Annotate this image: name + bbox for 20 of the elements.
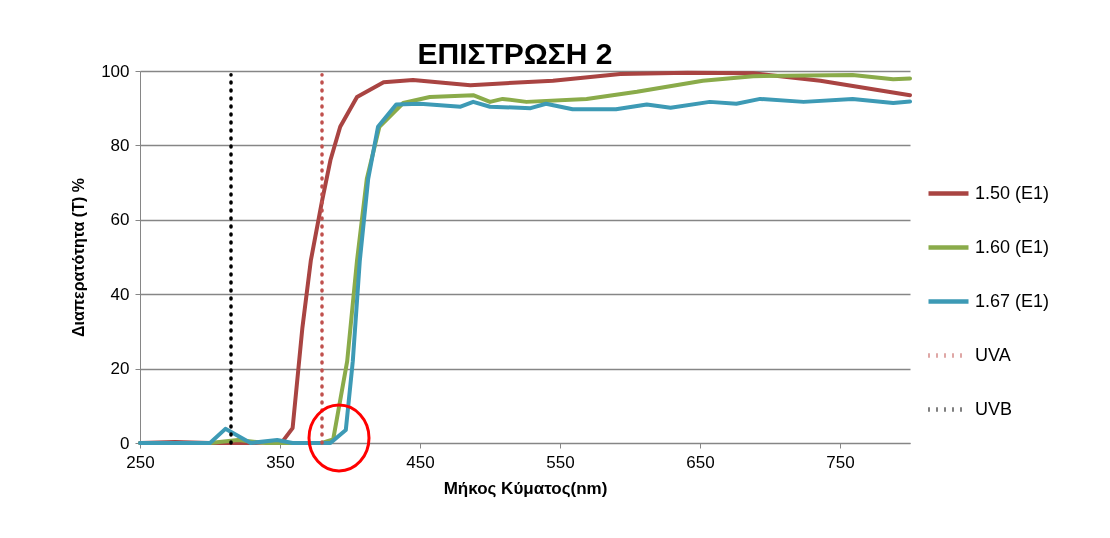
legend-label: 1.50 (E1) (975, 182, 1050, 203)
y-tick-label: 0 (120, 433, 130, 453)
y-tick-label: 60 (110, 210, 130, 230)
legend-label: UVA (975, 344, 1011, 365)
y-tick-label: 100 (101, 61, 130, 81)
chart-title: ΕΠΙΣΤΡΩΣΗ 2 (417, 37, 613, 70)
legend-label: UVB (975, 398, 1013, 419)
x-tick-label: 350 (266, 452, 295, 472)
x-tick-label: 650 (686, 452, 715, 472)
y-axis-title: Διαπερατότητα (T) % (70, 178, 88, 337)
y-tick-label: 20 (110, 359, 130, 379)
x-tick-label: 450 (406, 452, 435, 472)
x-axis-title: Μήκος Κύματος(nm) (443, 478, 608, 498)
y-tick-label: 80 (110, 135, 130, 155)
x-tick-label: 250 (126, 452, 155, 472)
legend-label: 1.60 (E1) (975, 236, 1050, 257)
x-tick-label: 750 (826, 452, 855, 472)
legend-label: 1.67 (E1) (975, 290, 1050, 311)
y-tick-label: 40 (110, 284, 130, 304)
x-tick-label: 550 (546, 452, 575, 472)
